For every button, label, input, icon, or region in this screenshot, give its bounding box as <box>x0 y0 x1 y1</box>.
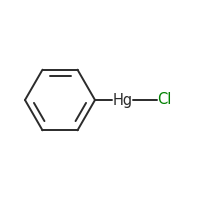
Text: Cl: Cl <box>157 92 171 108</box>
Text: Hg: Hg <box>113 92 133 108</box>
